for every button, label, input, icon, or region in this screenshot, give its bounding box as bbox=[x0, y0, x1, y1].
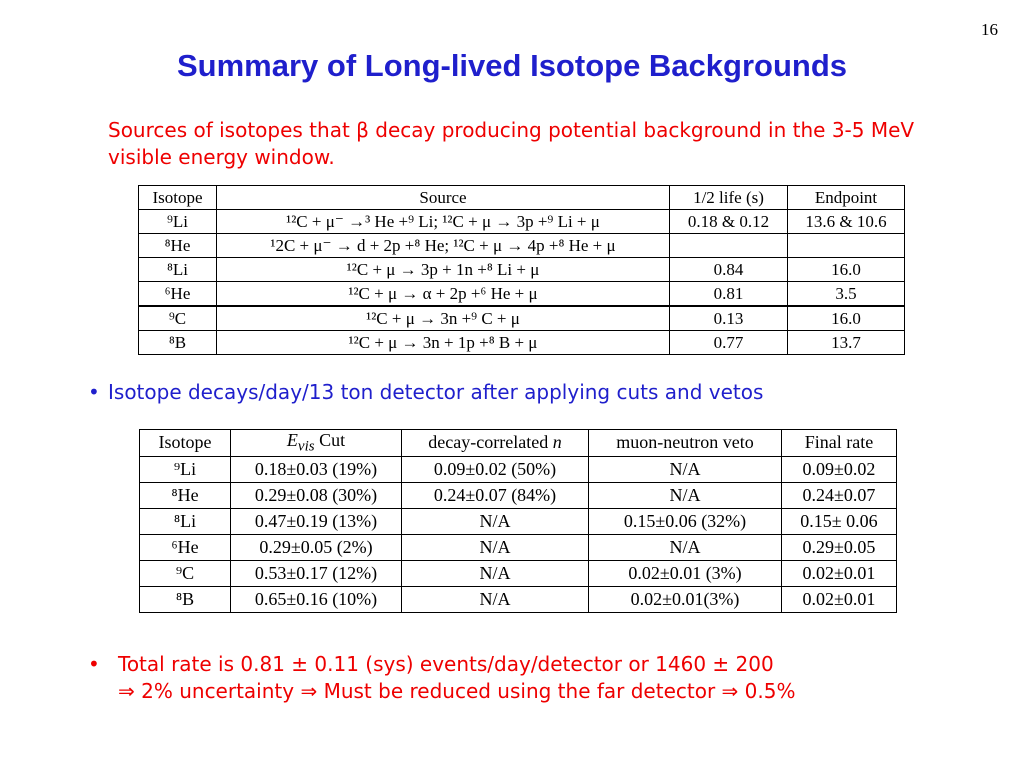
cell-isotope: ⁶He bbox=[139, 533, 231, 561]
cell-endpoint: 16.0 bbox=[787, 305, 905, 331]
cell-final-rate: 0.15± 0.06 bbox=[781, 507, 897, 535]
cell-source: ¹²C + μ → 3n +⁹ C + μ bbox=[216, 305, 670, 331]
cell-source: ¹²C + μ⁻ →³ He +⁹ Li; ¹²C + μ → 3p +⁹ Li… bbox=[216, 209, 670, 234]
cell-final-rate: 0.02±0.01 bbox=[781, 559, 897, 587]
cell-final-rate: 0.02±0.01 bbox=[781, 585, 897, 613]
cell-decay-correlated: 0.09±0.02 (50%) bbox=[401, 455, 589, 483]
implies-arrow-icon: ⇒ bbox=[721, 679, 739, 703]
table-row: ⁸Li 0.47±0.19 (13%) N/A 0.15±0.06 (32%) … bbox=[139, 507, 897, 535]
total-rate-line: Total rate is 0.81 ± 0.11 (sys) events/d… bbox=[118, 652, 774, 676]
table-row: ⁸B ¹²C + μ → 3n + 1p +⁸ B + μ 0.77 13.7 bbox=[138, 330, 905, 355]
header-muon-neutron-veto: muon-neutron veto bbox=[588, 429, 782, 457]
bullet-sources: • Sources of isotopes that β decay produ… bbox=[108, 117, 948, 169]
cell-isotope: ⁹C bbox=[138, 305, 217, 331]
bullet-dot-icon: • bbox=[88, 380, 100, 404]
slide-title: Summary of Long-lived Isotope Background… bbox=[176, 48, 848, 83]
cell-muon-neutron-veto: N/A bbox=[588, 533, 782, 561]
cell-muon-neutron-veto: 0.15±0.06 (32%) bbox=[588, 507, 782, 535]
cell-evis-cut: 0.29±0.08 (30%) bbox=[230, 481, 402, 509]
cell-source: ¹²C + μ → 3n + 1p +⁸ B + μ bbox=[216, 330, 670, 355]
cell-isotope: ⁹Li bbox=[138, 209, 217, 234]
cell-half-life: 0.18 & 0.12 bbox=[669, 209, 788, 234]
bullet-total-rate: • Total rate is 0.81 ± 0.11 (sys) events… bbox=[88, 651, 998, 705]
cell-source: ¹2C + μ⁻ → d + 2p +⁸ He; ¹²C + μ → 4p +⁸… bbox=[216, 233, 670, 258]
table-row: ⁹Li 0.18±0.03 (19%) 0.09±0.02 (50%) N/A … bbox=[139, 455, 897, 483]
bullet-decays-text: Isotope decays/day/13 ton detector after… bbox=[108, 380, 764, 404]
cell-evis-cut: 0.47±0.19 (13%) bbox=[230, 507, 402, 535]
cell-isotope: ⁸B bbox=[139, 585, 231, 613]
uncertainty-text: 2% uncertainty bbox=[141, 679, 295, 703]
isotope-rate-table: Isotope Evis Cut decay-correlated n muon… bbox=[139, 429, 897, 613]
cell-isotope: ⁸He bbox=[139, 481, 231, 509]
cell-evis-cut: 0.29±0.05 (2%) bbox=[230, 533, 402, 561]
table-row: ⁹C ¹²C + μ → 3n +⁹ C + μ 0.13 16.0 bbox=[138, 305, 905, 331]
cell-isotope: ⁸Li bbox=[138, 257, 217, 282]
table-row: ⁸Li ¹²C + μ → 3p + 1n +⁸ Li + μ 0.84 16.… bbox=[138, 257, 905, 282]
cell-evis-cut: 0.18±0.03 (19%) bbox=[230, 455, 402, 483]
cell-decay-correlated: N/A bbox=[401, 559, 589, 587]
table-row: ⁸B 0.65±0.16 (10%) N/A 0.02±0.01(3%) 0.0… bbox=[139, 585, 897, 613]
cell-decay-correlated: 0.24±0.07 (84%) bbox=[401, 481, 589, 509]
cell-half-life bbox=[669, 233, 788, 258]
header-endpoint: Endpoint bbox=[787, 185, 905, 210]
cell-isotope: ⁹Li bbox=[139, 455, 231, 483]
cell-final-rate: 0.24±0.07 bbox=[781, 481, 897, 509]
isotope-source-table: Isotope Source 1/2 life (s) Endpoint ⁹Li… bbox=[138, 185, 905, 355]
cell-evis-cut: 0.53±0.17 (12%) bbox=[230, 559, 402, 587]
header-half-life: 1/2 life (s) bbox=[669, 185, 788, 210]
table-row: ⁹Li ¹²C + μ⁻ →³ He +⁹ Li; ¹²C + μ → 3p +… bbox=[138, 209, 905, 234]
cell-endpoint: 13.6 & 10.6 bbox=[787, 209, 905, 234]
cell-source: ¹²C + μ → 3p + 1n +⁸ Li + μ bbox=[216, 257, 670, 282]
cell-half-life: 0.13 bbox=[669, 305, 788, 331]
bullet-sources-text: Sources of isotopes that β decay produci… bbox=[108, 118, 915, 169]
cell-decay-correlated: N/A bbox=[401, 533, 589, 561]
table-header-row: Isotope Evis Cut decay-correlated n muon… bbox=[139, 429, 897, 457]
page-number: 16 bbox=[981, 20, 998, 39]
cell-decay-correlated: N/A bbox=[401, 507, 589, 535]
cell-evis-cut: 0.65±0.16 (10%) bbox=[230, 585, 402, 613]
cell-isotope: ⁸He bbox=[138, 233, 217, 258]
cell-endpoint: 3.5 bbox=[787, 281, 905, 307]
cell-half-life: 0.81 bbox=[669, 281, 788, 307]
table-row: ⁶He ¹²C + μ → α + 2p +⁶ He + μ 0.81 3.5 bbox=[138, 281, 905, 307]
header-source: Source bbox=[216, 185, 670, 210]
bullet-decays: • Isotope decays/day/13 ton detector aft… bbox=[88, 379, 948, 406]
cell-decay-correlated: N/A bbox=[401, 585, 589, 613]
cell-final-rate: 0.09±0.02 bbox=[781, 455, 897, 483]
table-row: ⁶He 0.29±0.05 (2%) N/A N/A 0.29±0.05 bbox=[139, 533, 897, 561]
header-decay-correlated: decay-correlated n bbox=[401, 429, 589, 457]
cell-half-life: 0.77 bbox=[669, 330, 788, 355]
header-evis-cut: Evis Cut bbox=[230, 429, 402, 457]
header-isotope: Isotope bbox=[139, 429, 231, 457]
cell-isotope: ⁸B bbox=[138, 330, 217, 355]
table-header-row: Isotope Source 1/2 life (s) Endpoint bbox=[138, 185, 905, 210]
table-row: ⁹C 0.53±0.17 (12%) N/A 0.02±0.01 (3%) 0.… bbox=[139, 559, 897, 587]
cell-isotope: ⁹C bbox=[139, 559, 231, 587]
cell-isotope: ⁶He bbox=[138, 281, 217, 307]
cell-source: ¹²C + μ → α + 2p +⁶ He + μ bbox=[216, 281, 670, 307]
cell-isotope: ⁸Li bbox=[139, 507, 231, 535]
cell-endpoint bbox=[787, 233, 905, 258]
implies-arrow-icon: ⇒ bbox=[118, 679, 135, 703]
reduction-text: Must be reduced using the far detector bbox=[323, 679, 716, 703]
cell-muon-neutron-veto: 0.02±0.01(3%) bbox=[588, 585, 782, 613]
cell-muon-neutron-veto: N/A bbox=[588, 455, 782, 483]
cell-half-life: 0.84 bbox=[669, 257, 788, 282]
header-isotope: Isotope bbox=[138, 185, 217, 210]
bullet-dot-icon: • bbox=[88, 652, 100, 676]
cell-muon-neutron-veto: N/A bbox=[588, 481, 782, 509]
header-final-rate: Final rate bbox=[781, 429, 897, 457]
implies-arrow-icon: ⇒ bbox=[300, 679, 318, 703]
cell-muon-neutron-veto: 0.02±0.01 (3%) bbox=[588, 559, 782, 587]
cell-endpoint: 16.0 bbox=[787, 257, 905, 282]
uncertainty-line: ⇒ 2% uncertainty ⇒ Must be reduced using… bbox=[118, 678, 998, 705]
table-row: ⁸He ¹2C + μ⁻ → d + 2p +⁸ He; ¹²C + μ → 4… bbox=[138, 233, 905, 258]
table-row: ⁸He 0.29±0.08 (30%) 0.24±0.07 (84%) N/A … bbox=[139, 481, 897, 509]
cell-final-rate: 0.29±0.05 bbox=[781, 533, 897, 561]
target-uncertainty-text: 0.5% bbox=[744, 679, 796, 703]
cell-endpoint: 13.7 bbox=[787, 330, 905, 355]
